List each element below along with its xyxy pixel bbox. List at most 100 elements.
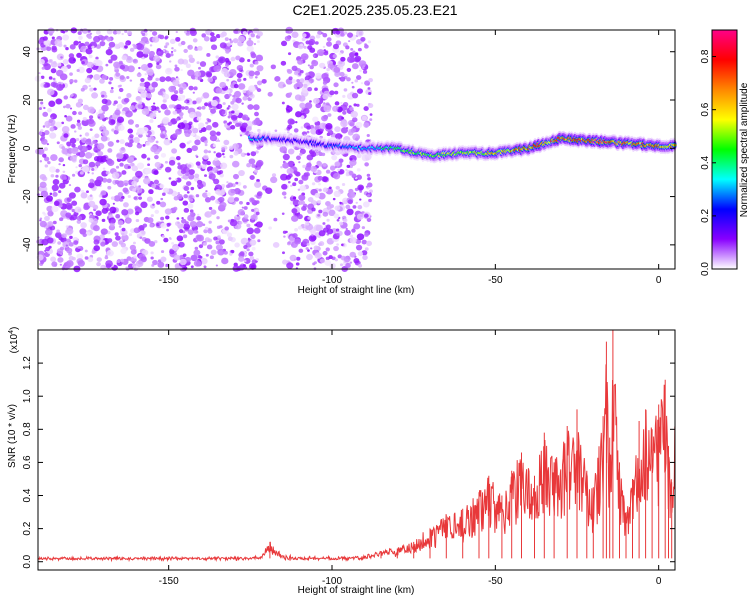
heatmap-cell <box>329 262 336 269</box>
heatmap-cell <box>215 189 222 195</box>
heatmap-cell <box>249 263 257 270</box>
heatmap-cell <box>87 256 94 263</box>
heatmap-cell <box>133 157 137 161</box>
heatmap-cell <box>61 121 65 125</box>
heatmap-cell <box>65 212 72 218</box>
heatmap-cell <box>364 80 371 86</box>
heatmap-cell <box>282 162 290 169</box>
heatmap-cell <box>357 251 364 257</box>
x-tick-label: -100 <box>322 576 342 587</box>
heatmap-cell <box>171 148 178 154</box>
heatmap-cell <box>65 202 73 210</box>
heatmap-cell <box>66 141 72 147</box>
heatmap-cell <box>367 40 372 44</box>
heatmap-cell <box>246 126 252 132</box>
heatmap-cell <box>129 134 134 139</box>
heatmap-cell <box>155 77 160 82</box>
heatmap-cell <box>101 74 108 80</box>
heatmap-cell <box>101 177 108 183</box>
heatmap-cell <box>51 45 57 51</box>
heatmap-cell <box>51 227 55 230</box>
heatmap-cell <box>369 113 373 116</box>
heatmap-cell <box>40 75 45 79</box>
heatmap-cell <box>299 70 304 74</box>
heatmap-cell <box>164 35 169 39</box>
heatmap-cell <box>351 228 356 233</box>
heatmap-cell <box>210 99 218 107</box>
heatmap-cell <box>349 157 353 161</box>
heatmap-cell <box>295 155 301 161</box>
heatmap-cell <box>356 233 365 241</box>
heatmap-cell <box>234 90 242 98</box>
heatmap-cell <box>168 60 172 63</box>
heatmap-cell <box>289 201 294 205</box>
heatmap-cell <box>121 227 126 232</box>
heatmap-cell <box>114 232 119 236</box>
heatmap-cell <box>295 111 302 118</box>
heatmap-cell <box>316 49 325 56</box>
heatmap-cell <box>71 200 78 206</box>
heatmap-cell <box>301 37 306 42</box>
heatmap-cell <box>193 229 198 234</box>
heatmap-cell <box>366 217 372 222</box>
heatmap-cell <box>229 252 233 256</box>
x-tick-label: 0 <box>656 275 662 286</box>
heatmap-cell <box>140 256 147 263</box>
heatmap-cell <box>58 163 61 166</box>
heatmap-cell <box>250 151 257 157</box>
heatmap-cell <box>272 241 280 248</box>
heatmap-cell <box>233 83 239 89</box>
heatmap-cell <box>101 129 110 137</box>
heatmap-cell <box>133 255 137 259</box>
heatmap-cell <box>319 62 326 69</box>
heatmap-cell <box>183 48 188 54</box>
heatmap-cell <box>255 200 260 204</box>
heatmap-cell <box>206 244 213 250</box>
heatmap-cell <box>76 52 82 58</box>
heatmap-cell <box>200 96 204 100</box>
heatmap-cell <box>321 176 329 183</box>
heatmap-cell <box>135 211 140 216</box>
heatmap-cell <box>319 135 323 139</box>
heatmap-cell <box>144 73 147 76</box>
heatmap-cell <box>181 106 185 110</box>
heatmap-cell <box>126 93 132 98</box>
heatmap-cell <box>91 136 96 140</box>
heatmap-cell <box>37 148 45 155</box>
heatmap-cell <box>57 241 62 245</box>
heatmap-cell <box>314 87 318 91</box>
heatmap-cell <box>322 45 326 49</box>
heatmap-cell <box>100 135 108 142</box>
heatmap-cell <box>238 221 243 225</box>
heatmap-cell <box>294 41 298 45</box>
heatmap-cell <box>46 143 50 146</box>
heatmap-cell <box>337 168 341 172</box>
colorbar-gradient <box>712 30 737 269</box>
heatmap-cell <box>203 154 209 160</box>
heatmap-cell <box>178 89 184 94</box>
heatmap-cell <box>227 66 230 69</box>
heatmap-cell <box>65 227 74 235</box>
heatmap-cell <box>315 34 321 39</box>
heatmap-cell <box>361 66 365 70</box>
heatmap-cell <box>321 115 328 122</box>
heatmap-cell <box>157 90 163 96</box>
heatmap-cell <box>361 226 366 230</box>
heatmap-cell <box>95 210 102 217</box>
heatmap-cell <box>210 35 217 42</box>
heatmap-cell <box>95 161 101 167</box>
heatmap-cell <box>111 172 120 179</box>
heatmap-cell <box>257 239 261 243</box>
y-tick-label: -20 <box>22 189 33 204</box>
heatmap-cell <box>154 209 160 214</box>
heatmap-cell <box>280 166 283 169</box>
y-tick-label: 0.4 <box>22 488 33 502</box>
heatmap-cell <box>293 170 298 175</box>
heatmap-cell <box>39 220 47 228</box>
heatmap-cell <box>48 166 57 173</box>
heatmap-cell <box>321 152 326 157</box>
heatmap-cell <box>99 126 103 129</box>
heatmap-cell <box>119 64 126 70</box>
heatmap-cell <box>212 121 219 128</box>
heatmap-cell <box>57 62 62 67</box>
